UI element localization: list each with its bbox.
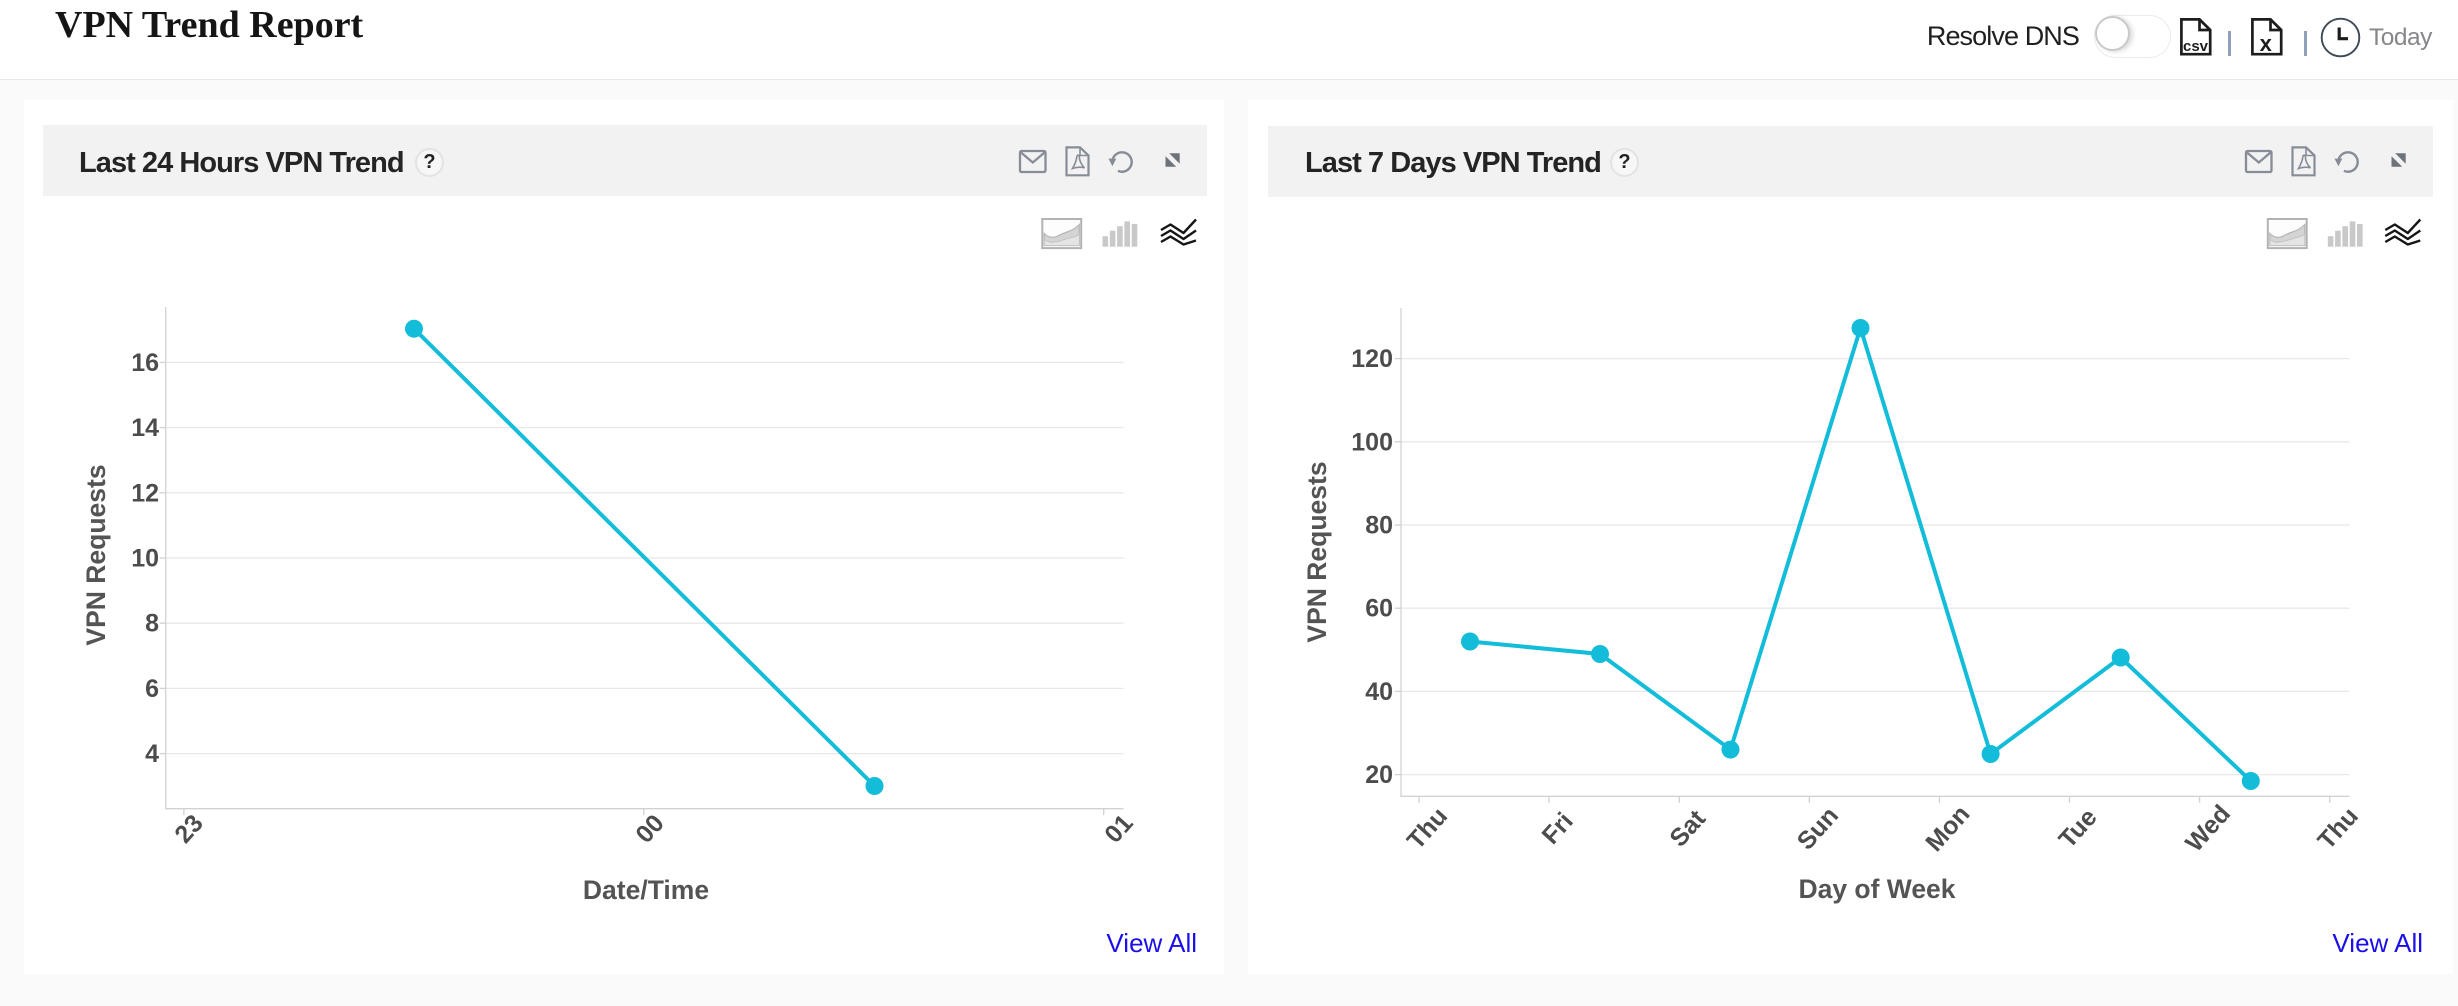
- svg-text:Tue: Tue: [2053, 803, 2102, 853]
- svg-text:01: 01: [1099, 809, 1138, 848]
- svg-text:80: 80: [1365, 512, 1393, 540]
- svg-text:100: 100: [1351, 428, 1393, 456]
- svg-text:Thu: Thu: [1402, 802, 1453, 855]
- svg-text:60: 60: [1365, 595, 1393, 623]
- svg-text:16: 16: [131, 349, 159, 377]
- svg-text:20: 20: [1365, 761, 1393, 789]
- svg-text:Wed: Wed: [2180, 800, 2236, 858]
- svg-text:8: 8: [145, 610, 159, 638]
- svg-text:VPN Requests: VPN Requests: [81, 464, 111, 645]
- svg-text:Day of Week: Day of Week: [1798, 874, 1955, 904]
- svg-text:VPN Requests: VPN Requests: [1302, 461, 1332, 642]
- svg-text:6: 6: [145, 675, 159, 703]
- svg-text:Thu: Thu: [2312, 802, 2363, 855]
- svg-text:x: x: [2260, 31, 2273, 56]
- svg-text:40: 40: [1365, 678, 1393, 706]
- svg-text:Fri: Fri: [1537, 807, 1579, 849]
- svg-text:00: 00: [630, 809, 669, 848]
- svg-text:23: 23: [169, 809, 208, 848]
- svg-text:14: 14: [131, 414, 159, 442]
- svg-text:12: 12: [131, 479, 159, 507]
- svg-text:120: 120: [1351, 345, 1393, 373]
- svg-text:Sat: Sat: [1664, 804, 1711, 852]
- svg-text:Sun: Sun: [1792, 802, 1844, 856]
- svg-text:4: 4: [145, 740, 159, 768]
- svg-text:csv: csv: [2183, 38, 2209, 55]
- svg-text:Date/Time: Date/Time: [583, 875, 709, 905]
- svg-text:Mon: Mon: [1920, 800, 1975, 857]
- svg-text:10: 10: [131, 545, 159, 573]
